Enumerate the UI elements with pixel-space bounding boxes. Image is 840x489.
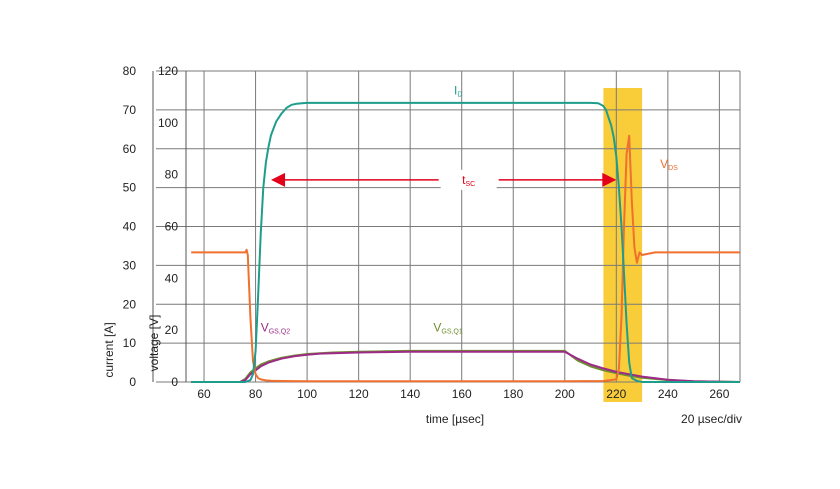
voltage-tick-label: 40	[165, 271, 179, 285]
series-label-v-gs-q1: VGS,Q1	[433, 320, 463, 335]
current-tick-label: 20	[123, 297, 137, 311]
x-axis-title: time [µsec]	[426, 412, 484, 426]
current-tick-label: 0	[129, 375, 136, 389]
series-label-v-ds: VDS	[660, 157, 678, 172]
x-tick-label: 260	[709, 387, 729, 401]
voltage-tick-label: 0	[171, 375, 178, 389]
current-tick-label: 30	[123, 258, 137, 272]
current-axis-title: current [A]	[102, 322, 116, 377]
series-label-v-gs-q1-subscript: GS,Q1	[441, 328, 463, 335]
x-tick-label: 240	[658, 387, 678, 401]
annotation-label-subscript: SC	[465, 181, 475, 188]
series-label-i-d: ID	[454, 83, 462, 98]
x-tick-label: 60	[197, 387, 211, 401]
annotation-arrowhead-right	[602, 172, 617, 187]
x-tick-label: 80	[249, 387, 263, 401]
current-tick-label: 40	[123, 220, 137, 234]
x-tick-label: 100	[297, 387, 317, 401]
series-label-i-d-text: I	[454, 83, 457, 97]
current-tick-label: 60	[123, 142, 137, 156]
scale-note: 20 µsec/div	[681, 412, 742, 426]
x-tick-label: 120	[349, 387, 369, 401]
voltage-tick-label: 60	[165, 220, 179, 234]
series-label-v-gs-q2-text: V	[261, 320, 269, 334]
x-tick-label: 160	[452, 387, 472, 401]
annotation-label-bg	[440, 169, 497, 190]
series-label-v-gs-q2: VGS,Q2	[261, 320, 291, 335]
x-tick-label: 140	[400, 387, 420, 401]
x-tick-label: 220	[606, 387, 626, 401]
series-label-i-d-subscript: D	[457, 91, 462, 98]
series-line-v-gs-q1	[191, 349, 741, 383]
current-tick-label: 80	[123, 64, 137, 78]
x-tick-label: 180	[503, 387, 523, 401]
annotation-arrowhead-left	[271, 172, 286, 187]
annotation-label-text: t	[462, 173, 466, 187]
current-tick-label: 10	[123, 336, 137, 350]
series-label-v-ds-subscript: DS	[668, 165, 678, 172]
voltage-axis-title: voltage [V]	[147, 315, 161, 372]
series-line-i-d	[191, 101, 740, 383]
voltage-tick-label: 80	[165, 168, 179, 182]
series-label-v-ds-text: V	[660, 157, 668, 171]
series-label-v-gs-q1-text: V	[433, 320, 441, 334]
voltage-tick-label: 120	[158, 64, 178, 78]
current-tick-label: 50	[123, 181, 137, 195]
series-line-v-gs-q2	[191, 350, 741, 383]
series-line-v-ds	[191, 134, 740, 383]
voltage-tick-label: 20	[165, 323, 179, 337]
annotation-label: tSC	[462, 173, 475, 188]
current-tick-label: 70	[123, 103, 137, 117]
voltage-tick-label: 100	[158, 116, 178, 130]
x-tick-label: 200	[555, 387, 575, 401]
series-label-v-gs-q2-subscript: GS,Q2	[269, 328, 291, 335]
